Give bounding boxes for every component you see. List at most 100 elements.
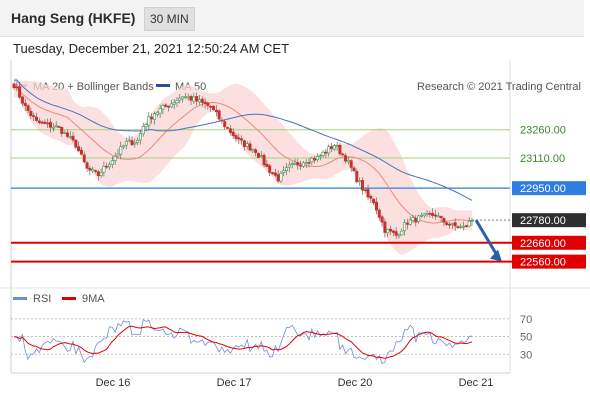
candle xyxy=(231,127,235,139)
candle xyxy=(192,93,196,104)
candle xyxy=(391,229,395,237)
candle xyxy=(37,117,41,125)
candle xyxy=(405,218,409,230)
candle xyxy=(161,103,165,115)
candle xyxy=(296,158,300,170)
candle xyxy=(445,220,449,227)
candle xyxy=(119,141,123,160)
candle xyxy=(206,101,210,110)
candle xyxy=(422,212,426,219)
candle xyxy=(285,163,289,176)
candle xyxy=(464,224,468,228)
candle xyxy=(259,151,263,158)
candle xyxy=(318,153,322,161)
level-text: 22560.00 xyxy=(520,257,566,269)
candle xyxy=(462,221,466,231)
copyright-label: Research © 2021 Trading Central xyxy=(417,81,581,93)
candle xyxy=(15,81,19,92)
ma50-legend-swatch xyxy=(156,84,170,87)
candle xyxy=(175,97,179,108)
candle xyxy=(299,160,303,171)
candle xyxy=(54,120,58,128)
candle xyxy=(77,141,81,153)
candle xyxy=(186,93,190,101)
candle xyxy=(130,136,134,147)
candle xyxy=(74,139,78,150)
candle xyxy=(124,137,128,150)
candle xyxy=(304,159,308,169)
candle xyxy=(234,132,238,143)
candle xyxy=(211,105,215,111)
rsi-tick-30: 30 xyxy=(520,349,532,361)
candle xyxy=(408,216,412,226)
candle xyxy=(152,111,156,125)
candle xyxy=(203,97,207,109)
candle xyxy=(332,143,336,151)
level-label-23260.00: 23260.00 xyxy=(520,125,566,137)
candle xyxy=(433,209,437,220)
candle xyxy=(369,194,373,204)
candle xyxy=(237,133,241,145)
candle xyxy=(282,165,286,177)
level-label-22950.00: 22950.00 xyxy=(512,181,586,196)
candle xyxy=(189,94,193,106)
x-label-dec16: Dec 16 xyxy=(96,377,131,389)
candle xyxy=(248,140,252,152)
candle xyxy=(71,131,75,143)
candle xyxy=(467,217,471,228)
candle xyxy=(456,225,460,229)
candle xyxy=(271,171,275,175)
instrument-title: Hang Seng (HKFE) xyxy=(11,10,136,26)
timestamp-label: Tuesday, December 21, 2021 12:50:24 AM C… xyxy=(13,41,290,56)
candle xyxy=(85,160,89,173)
candle xyxy=(448,222,452,229)
candle xyxy=(321,150,325,158)
candle xyxy=(183,93,187,100)
candle xyxy=(273,168,277,178)
candle xyxy=(470,218,474,226)
candle xyxy=(279,171,283,184)
ma20-line xyxy=(13,87,473,224)
level-label-22560.00: 22560.00 xyxy=(512,254,586,269)
candle xyxy=(254,148,258,157)
rsi-ma-legend-swatch xyxy=(62,297,76,300)
candle xyxy=(383,218,387,238)
candle xyxy=(88,165,92,176)
candle xyxy=(256,152,260,159)
level-label-22660.00: 22660.00 xyxy=(512,235,586,250)
candle xyxy=(18,81,22,99)
candle xyxy=(226,126,230,129)
candle xyxy=(49,118,53,133)
candle xyxy=(307,157,311,168)
rsi-panel: 70 50 30 xyxy=(11,314,532,365)
candle xyxy=(12,82,16,90)
candle xyxy=(324,148,328,159)
candle xyxy=(220,117,224,125)
level-badge xyxy=(512,213,586,228)
candle xyxy=(79,146,83,156)
rsi-ma-line xyxy=(13,325,473,359)
candle xyxy=(315,153,319,163)
candle xyxy=(113,152,117,166)
candle xyxy=(65,129,69,139)
candlesticks xyxy=(12,81,474,240)
candle xyxy=(341,152,345,157)
candle xyxy=(32,112,36,121)
candle xyxy=(459,223,463,229)
candle xyxy=(327,144,331,157)
timeframe-button[interactable]: 30 MIN xyxy=(144,7,195,31)
candle xyxy=(414,215,418,227)
candle xyxy=(330,142,334,153)
candle xyxy=(245,140,249,150)
candle xyxy=(23,98,27,111)
candle xyxy=(394,226,398,240)
level-text: 23260.00 xyxy=(520,125,566,137)
candle xyxy=(40,120,44,125)
candle xyxy=(377,208,381,221)
candle xyxy=(93,169,97,174)
candle xyxy=(360,177,364,195)
candle xyxy=(290,161,294,169)
candle xyxy=(242,139,246,151)
candle xyxy=(301,160,305,169)
level-text: 22780.00 xyxy=(520,215,566,227)
